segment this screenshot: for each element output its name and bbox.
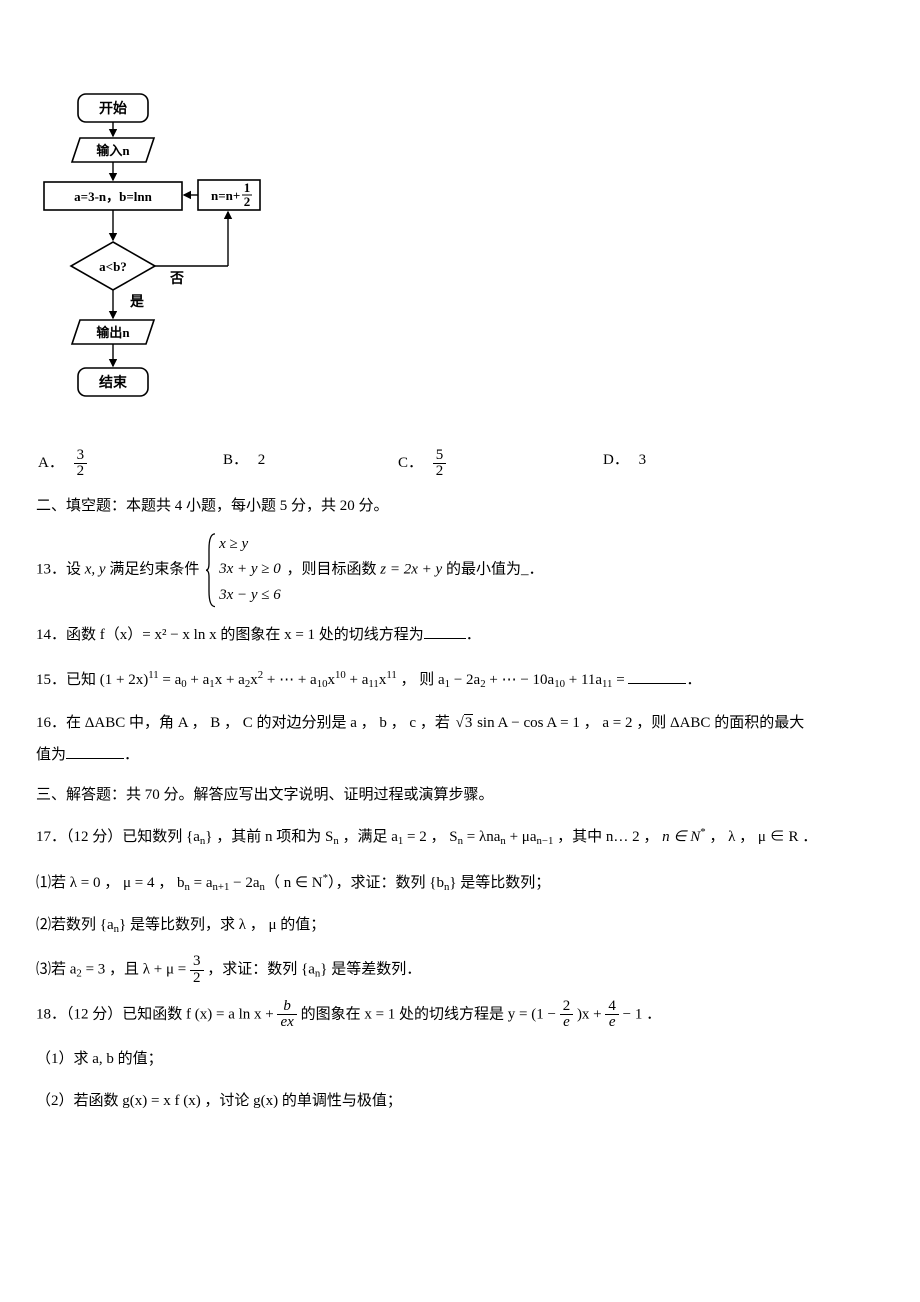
question-17-part-2: ⑵若数列 {an} 是等比数列，求 λ ， μ 的值；	[36, 913, 884, 939]
flowchart-svg: 开始 输入n a=3-n，b=lnn n=n+ 1 2 a<b? 否 是 输出n…	[36, 90, 276, 420]
svg-text:是: 是	[130, 293, 145, 309]
choice-B-label: B．	[223, 452, 248, 468]
svg-text:n=n+: n=n+	[211, 188, 240, 203]
question-14: 14．函数 f（x）= x² − x ln x 的图象在 x = 1 处的切线方…	[36, 620, 884, 652]
choice-D-value: 3	[639, 452, 647, 468]
question-16: 16．在 ΔABC 中，角 A ， B ， C 的对边分别是 a ， b ， c…	[36, 708, 884, 771]
svg-text:输入n: 输入n	[96, 143, 130, 158]
choice-B-value: 2	[258, 452, 266, 468]
svg-text:开始: 开始	[99, 100, 127, 116]
question-18: 18．（12 分）已知函数 f (x) = a ln x + bex 的图象在 …	[36, 999, 884, 1032]
svg-text:1: 1	[244, 180, 251, 195]
section-2-heading: 二、填空题：本题共 4 小题，每小题 5 分，共 20 分。	[36, 494, 884, 520]
question-17: 17．（12 分）已知数列 {an} ，其前 n 项和为 Sn ，满足 a1 =…	[36, 821, 884, 854]
svg-text:2: 2	[244, 194, 251, 209]
choice-A-label: A．	[38, 455, 64, 471]
choice-C-value: 5 2	[433, 448, 447, 481]
svg-text:结束: 结束	[99, 374, 128, 390]
question-15: 15．已知 (1 + 2x)11 = a0 + a1x + a2x2 + ⋯ +…	[36, 664, 884, 697]
choices-row: A． 3 2 B． 2 C． 5 2 D． 3	[36, 448, 884, 481]
svg-text:a=3-n，b=lnn: a=3-n，b=lnn	[74, 189, 152, 204]
choice-D-label: D．	[603, 452, 629, 468]
question-18-part-2: （2）若函数 g(x) = x f (x) ，讨论 g(x) 的单调性与极值；	[36, 1089, 884, 1115]
question-13: 13．设 x, y 满足约束条件 x ≥ y 3x + y ≥ 0 3x − y…	[36, 532, 884, 609]
choice-A-value: 3 2	[74, 448, 88, 481]
svg-text:a<b?: a<b?	[99, 259, 127, 274]
question-18-part-1: （1）求 a, b 的值；	[36, 1047, 884, 1073]
section-3-heading: 三、解答题：共 70 分。解答应写出文字说明、证明过程或演算步骤。	[36, 783, 884, 809]
flowchart: 开始 输入n a=3-n，b=lnn n=n+ 1 2 a<b? 否 是 输出n…	[36, 90, 884, 430]
question-17-part-1: ⑴若 λ = 0 ， μ = 4 ， bn = an+1 − 2an（ n ∈ …	[36, 869, 884, 897]
question-17-part-3: ⑶若 a2 = 3 ，且 λ + μ = 32 ，求证：数列 {an} 是等差数…	[36, 954, 884, 987]
choice-C-label: C．	[398, 455, 423, 471]
svg-text:否: 否	[169, 270, 184, 286]
svg-text:输出n: 输出n	[96, 325, 130, 340]
